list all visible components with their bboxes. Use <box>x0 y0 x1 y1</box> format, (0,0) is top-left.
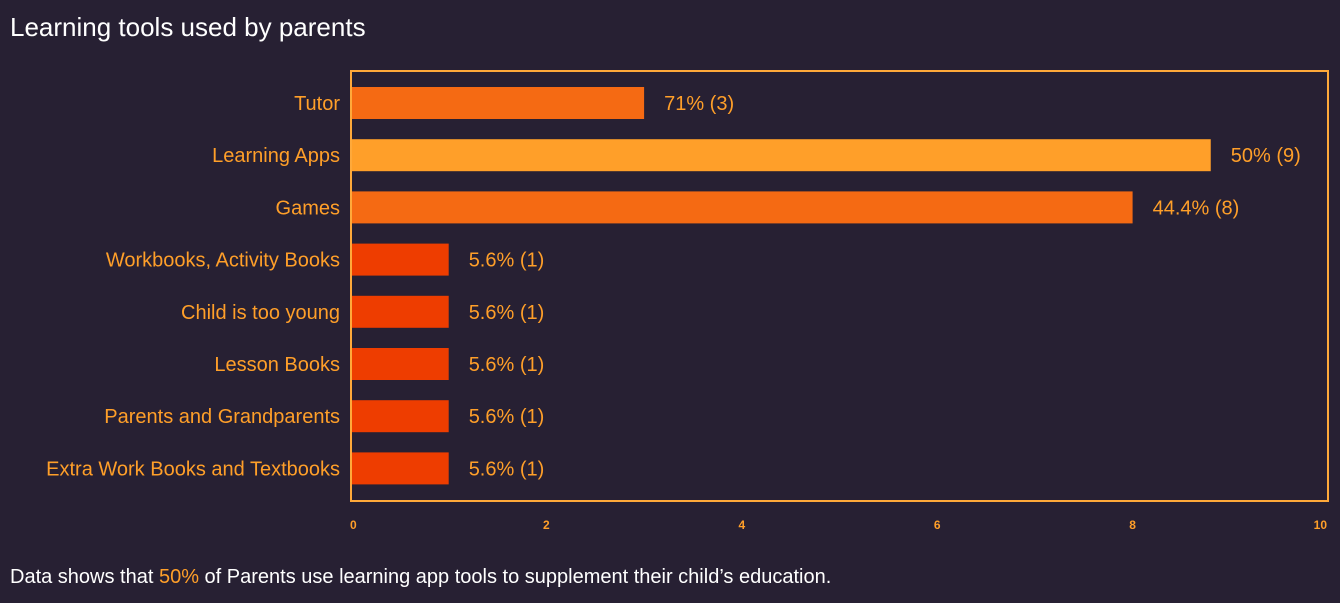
bar-3 <box>352 243 449 276</box>
footer-text-after: of Parents use learning app tools to sup… <box>199 566 832 588</box>
chart-title: Learning tools used by parents <box>10 12 366 42</box>
bar-7 <box>352 452 449 485</box>
data-label-1: 50% (9) <box>1231 145 1301 167</box>
data-label-5: 5.6% (1) <box>469 354 545 376</box>
data-label-4: 5.6% (1) <box>469 302 545 324</box>
x-tick-label-0: 0 <box>350 518 357 532</box>
bar-2 <box>352 191 1133 224</box>
x-tick-label-5: 10 <box>1314 518 1328 532</box>
data-label-0: 71% (3) <box>664 93 734 115</box>
category-label-0: Tutor <box>294 93 340 115</box>
category-label-3: Workbooks, Activity Books <box>106 250 340 272</box>
category-label-2: Games <box>276 197 340 219</box>
x-tick-label-4: 8 <box>1129 518 1136 532</box>
category-label-7: Extra Work Books and Textbooks <box>46 458 340 480</box>
category-label-6: Parents and Grandparents <box>104 406 340 428</box>
bar-5 <box>352 348 449 380</box>
category-label-1: Learning Apps <box>212 145 340 167</box>
x-tick-label-2: 4 <box>738 518 745 532</box>
bar-6 <box>352 400 449 433</box>
category-label-5: Lesson Books <box>214 354 340 376</box>
data-label-3: 5.6% (1) <box>469 250 545 272</box>
x-tick-label-3: 6 <box>934 518 941 532</box>
footer-highlight: 50% <box>158 566 199 588</box>
data-label-7: 5.6% (1) <box>469 458 545 480</box>
footer-note: Data shows that 50% of Parents use learn… <box>10 566 831 589</box>
data-label-6: 5.6% (1) <box>469 406 545 428</box>
category-label-4: Child is too young <box>181 302 340 324</box>
footer-text-before: Data shows that <box>10 566 159 588</box>
plot-frame <box>350 70 1329 502</box>
bar-0 <box>352 87 645 119</box>
data-label-2: 44.4% (8) <box>1153 197 1240 219</box>
x-tick-label-1: 2 <box>543 518 550 532</box>
bar-chart: Tutor 71% (3) Learning Apps 50% (9) Games 44.… <box>46 70 1329 532</box>
bar-1 <box>352 139 1211 172</box>
bar-4 <box>352 295 449 328</box>
